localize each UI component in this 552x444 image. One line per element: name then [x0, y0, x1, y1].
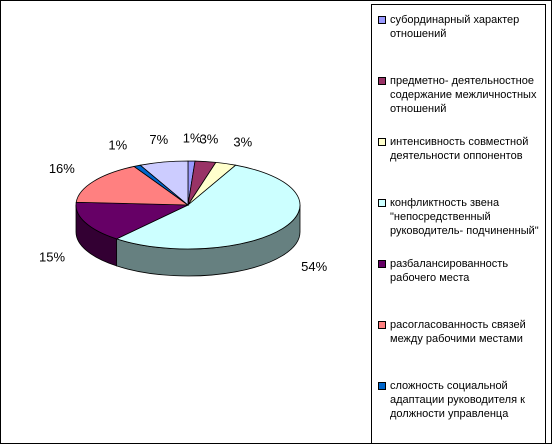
slice: [75, 166, 190, 206]
data-label: 3%: [200, 131, 219, 146]
legend-swatch: [378, 260, 386, 268]
legend-swatch: [378, 138, 386, 146]
legend-swatch: [378, 16, 386, 24]
legend-label: субординарный характер отношений: [390, 14, 520, 40]
legend-swatch: [378, 321, 386, 329]
legend-label: сложность социальной адаптации руководит…: [390, 380, 525, 420]
data-label: 7%: [149, 132, 168, 147]
slice: [139, 160, 189, 206]
data-label: 1%: [183, 130, 202, 145]
legend-item: предметно- деятельностное содержание меж…: [378, 74, 540, 116]
data-label: 15%: [39, 250, 65, 265]
legend-swatch: [378, 77, 386, 85]
slice: [115, 164, 301, 250]
data-label: 54%: [301, 259, 327, 274]
legend-label: предметно- деятельностное содержание меж…: [390, 75, 537, 115]
legend-label: конфликтность звена "непосредственный ру…: [390, 197, 539, 237]
legend-label: разбалансированность рабочего места: [390, 258, 509, 284]
data-label: 3%: [233, 134, 252, 149]
legend-swatch: [378, 199, 386, 207]
slice: [75, 201, 189, 240]
legend: субординарный характер отношений предметн…: [371, 4, 546, 444]
legend-label: интенсивность совместной деятельности оп…: [390, 136, 529, 162]
legend-item: разбалансированность рабочего места: [378, 257, 540, 285]
data-label: 1%: [108, 138, 127, 153]
legend-item: конфликтность звена "непосредственный ру…: [378, 196, 540, 238]
legend-item: субординарный характер отношений: [378, 13, 540, 41]
data-label: 16%: [49, 161, 75, 176]
legend-label: расогласованность связей между рабочими …: [390, 319, 526, 345]
legend-item: сложность социальной адаптации руководит…: [378, 379, 540, 421]
legend-swatch: [378, 382, 386, 390]
legend-item: интенсивность совместной деятельности оп…: [378, 135, 540, 163]
legend-item: расогласованность связей между рабочими …: [378, 318, 540, 346]
